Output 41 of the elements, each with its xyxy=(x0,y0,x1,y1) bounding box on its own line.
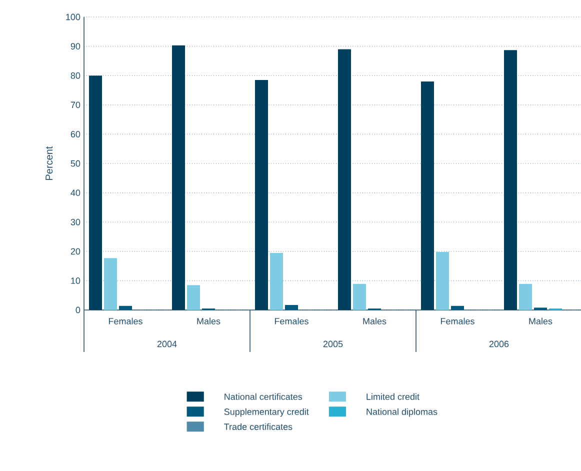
text: 2004 xyxy=(157,340,177,348)
legend-label: National certificates xyxy=(224,393,302,400)
bar xyxy=(172,45,186,310)
bar xyxy=(352,284,366,310)
y-tick-label: 100 xyxy=(66,14,80,20)
y-tick-label: 30 xyxy=(70,218,80,226)
y-tick-label: 0 xyxy=(76,306,80,314)
bar xyxy=(187,285,200,310)
y-tick-label: 90 xyxy=(70,43,80,50)
x-tick-label: Males xyxy=(363,318,386,324)
legend-label: Supplementary credit xyxy=(224,408,309,417)
bar xyxy=(285,305,298,310)
y-tick-label: 70 xyxy=(70,102,80,108)
text: 2006 xyxy=(489,340,509,348)
bar xyxy=(420,81,434,310)
bar xyxy=(450,306,464,310)
bar xyxy=(436,252,449,310)
bar xyxy=(504,50,517,310)
text: 2005 xyxy=(323,340,343,348)
bar xyxy=(338,49,351,310)
x-tick-label: Males xyxy=(529,318,552,324)
legend-label: Limited credit xyxy=(366,393,420,400)
y-tick-label: 60 xyxy=(70,131,80,138)
y-tick-label: 80 xyxy=(70,72,80,79)
x-tick-label: Females xyxy=(108,318,142,324)
y-tick-label: 40 xyxy=(70,190,80,196)
legend-label: Trade certificates xyxy=(224,423,292,430)
y-axis-title: Percent xyxy=(46,146,53,180)
bar xyxy=(255,80,268,310)
x-tick-label: Females xyxy=(440,318,474,324)
x-tick-label: Males xyxy=(197,318,220,324)
y-tick-label: 10 xyxy=(71,278,80,284)
bar xyxy=(89,76,102,310)
bar xyxy=(104,258,118,310)
y-tick-label: 20 xyxy=(70,248,80,255)
x-tick-label: Females xyxy=(274,318,308,324)
bar xyxy=(518,284,532,310)
bar xyxy=(270,252,283,310)
y-tick-label: 50 xyxy=(70,160,80,167)
bar xyxy=(119,306,132,310)
legend-label: National diplomas xyxy=(366,408,438,417)
